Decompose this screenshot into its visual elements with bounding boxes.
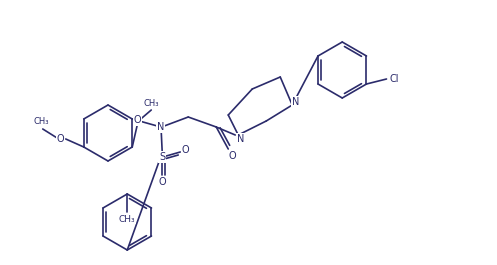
Text: S: S xyxy=(159,152,166,162)
Text: N: N xyxy=(237,134,244,144)
Text: CH₃: CH₃ xyxy=(144,99,159,108)
Text: O: O xyxy=(133,115,141,125)
Text: CH₃: CH₃ xyxy=(119,214,136,223)
Text: O: O xyxy=(159,177,166,187)
Text: O: O xyxy=(181,145,189,155)
Text: O: O xyxy=(57,134,65,144)
Text: Cl: Cl xyxy=(390,74,399,84)
Text: N: N xyxy=(292,97,299,107)
Text: O: O xyxy=(229,151,236,161)
Text: N: N xyxy=(157,122,164,132)
Text: CH₃: CH₃ xyxy=(33,117,49,126)
